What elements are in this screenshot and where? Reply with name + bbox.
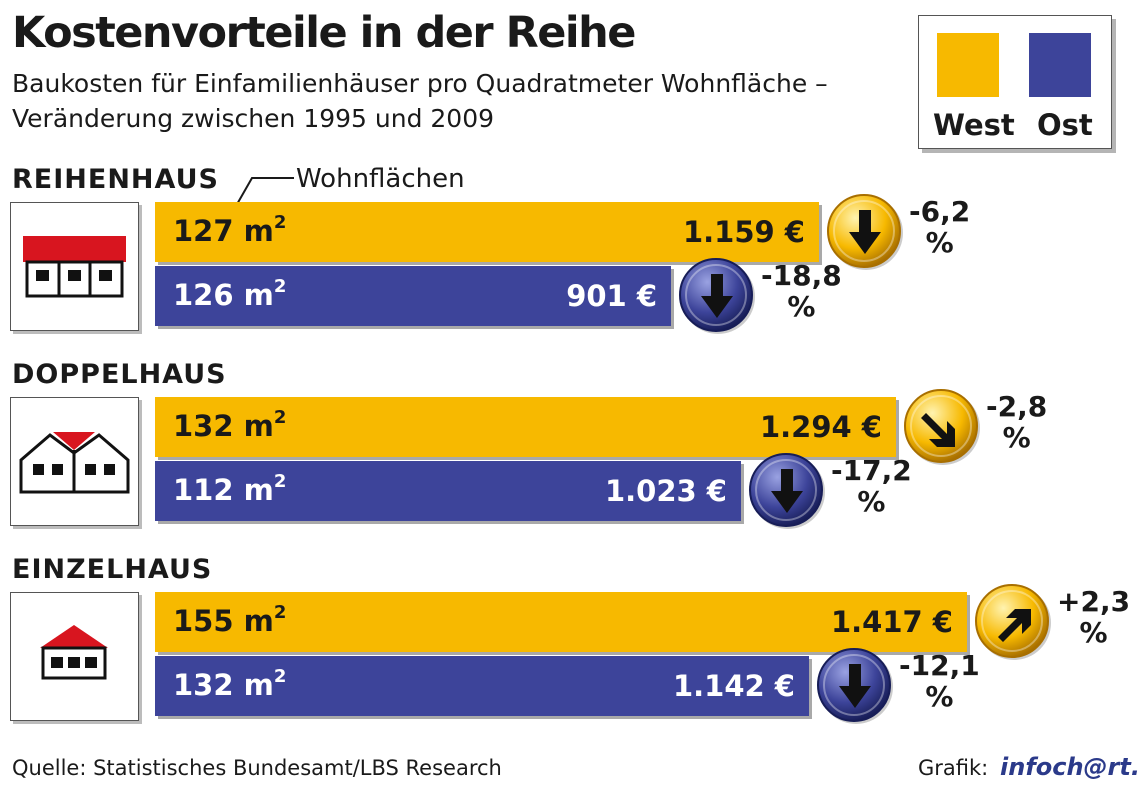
area-label-doppelhaus-ost: 112 m2 — [173, 471, 287, 507]
percent-sign: % — [925, 226, 954, 259]
legend-label-west: West — [933, 108, 1015, 142]
area-label-doppelhaus-west: 132 m2 — [173, 407, 287, 443]
area-exponent: 2 — [273, 407, 287, 428]
area-exponent: 2 — [273, 276, 287, 297]
change-value: -17,2 — [831, 454, 912, 487]
area-exponent: 2 — [273, 602, 287, 623]
change-value: -18,8 — [761, 259, 842, 292]
annotation-wohnflaechen: Wohnflächen — [296, 164, 465, 194]
percent-sign: % — [1079, 616, 1108, 649]
change-badge-doppelhaus-west — [902, 387, 982, 471]
value-label-reihenhaus-ost: 901 € — [566, 279, 657, 313]
area-exponent: 2 — [273, 471, 287, 492]
bar-reihenhaus-west: 127 m2 1.159 € — [155, 202, 819, 262]
einzelhaus-icon — [10, 592, 139, 721]
bar-einzelhaus-west: 155 m2 1.417 € — [155, 592, 967, 652]
change-badge-einzelhaus-west — [973, 582, 1053, 666]
area-label-reihenhaus-ost: 126 m2 — [173, 276, 287, 312]
change-badge-reihenhaus-west — [825, 192, 905, 276]
area-value: 112 m — [173, 473, 274, 507]
change-badge-einzelhaus-ost — [815, 646, 895, 730]
change-label-doppelhaus-ost: -17,2% — [831, 455, 912, 517]
bar-doppelhaus-ost: 112 m2 1.023 € — [155, 461, 741, 521]
value-label-reihenhaus-west: 1.159 € — [682, 215, 805, 249]
credit-label: Grafik: — [918, 756, 989, 780]
area-exponent: 2 — [273, 666, 287, 687]
category-label-einzelhaus: EINZELHAUS — [12, 554, 213, 585]
percent-sign: % — [787, 290, 816, 323]
bar-doppelhaus-west: 132 m2 1.294 € — [155, 397, 896, 457]
chart-subtitle-line-1: Baukosten für Einfamilienhäuser pro Quad… — [12, 69, 828, 98]
area-label-einzelhaus-west: 155 m2 — [173, 602, 287, 638]
credit-logo: infoch@rt. — [1000, 753, 1140, 781]
change-value: -12,1 — [899, 649, 980, 682]
percent-sign: % — [1002, 421, 1031, 454]
change-label-reihenhaus-ost: -18,8% — [761, 260, 842, 322]
area-value: 132 m — [173, 668, 274, 702]
change-badge-reihenhaus-ost — [677, 256, 757, 340]
category-label-reihenhaus: REIHENHAUS — [12, 164, 219, 195]
doppelhaus-icon — [10, 397, 139, 526]
value-label-einzelhaus-ost: 1.142 € — [672, 669, 795, 703]
percent-sign: % — [857, 485, 886, 518]
legend: West Ost — [918, 15, 1112, 149]
chart-subtitle-line-2: Veränderung zwischen 1995 und 2009 — [12, 104, 495, 133]
reihenhaus-icon — [10, 202, 139, 331]
source-note: Quelle: Statistisches Bundesamt/LBS Rese… — [12, 756, 502, 780]
category-label-doppelhaus: DOPPELHAUS — [12, 359, 227, 390]
value-label-doppelhaus-west: 1.294 € — [759, 410, 882, 444]
legend-label-ost: Ost — [1037, 108, 1093, 142]
value-label-einzelhaus-west: 1.417 € — [830, 605, 953, 639]
area-label-einzelhaus-ost: 132 m2 — [173, 666, 287, 702]
change-label-reihenhaus-west: -6,2% — [909, 196, 970, 258]
change-label-doppelhaus-west: -2,8% — [986, 391, 1047, 453]
area-value: 127 m — [173, 214, 274, 248]
chart-title: Kostenvorteile in der Reihe — [12, 8, 636, 58]
change-value: +2,3 — [1057, 585, 1131, 618]
change-value: -2,8 — [986, 390, 1048, 423]
percent-sign: % — [925, 680, 954, 713]
bar-reihenhaus-ost: 126 m2 901 € — [155, 266, 671, 326]
area-value: 132 m — [173, 409, 274, 443]
value-label-doppelhaus-ost: 1.023 € — [604, 474, 727, 508]
change-label-einzelhaus-ost: -12,1% — [899, 650, 980, 712]
legend-swatch-ost — [1029, 33, 1091, 97]
area-label-reihenhaus-west: 127 m2 — [173, 212, 287, 248]
change-badge-doppelhaus-ost — [747, 451, 827, 535]
change-label-einzelhaus-west: +2,3% — [1057, 586, 1130, 648]
area-exponent: 2 — [273, 212, 287, 233]
change-value: -6,2 — [909, 195, 971, 228]
bar-einzelhaus-ost: 132 m2 1.142 € — [155, 656, 809, 716]
area-value: 155 m — [173, 604, 274, 638]
area-value: 126 m — [173, 278, 274, 312]
legend-swatch-west — [937, 33, 999, 97]
